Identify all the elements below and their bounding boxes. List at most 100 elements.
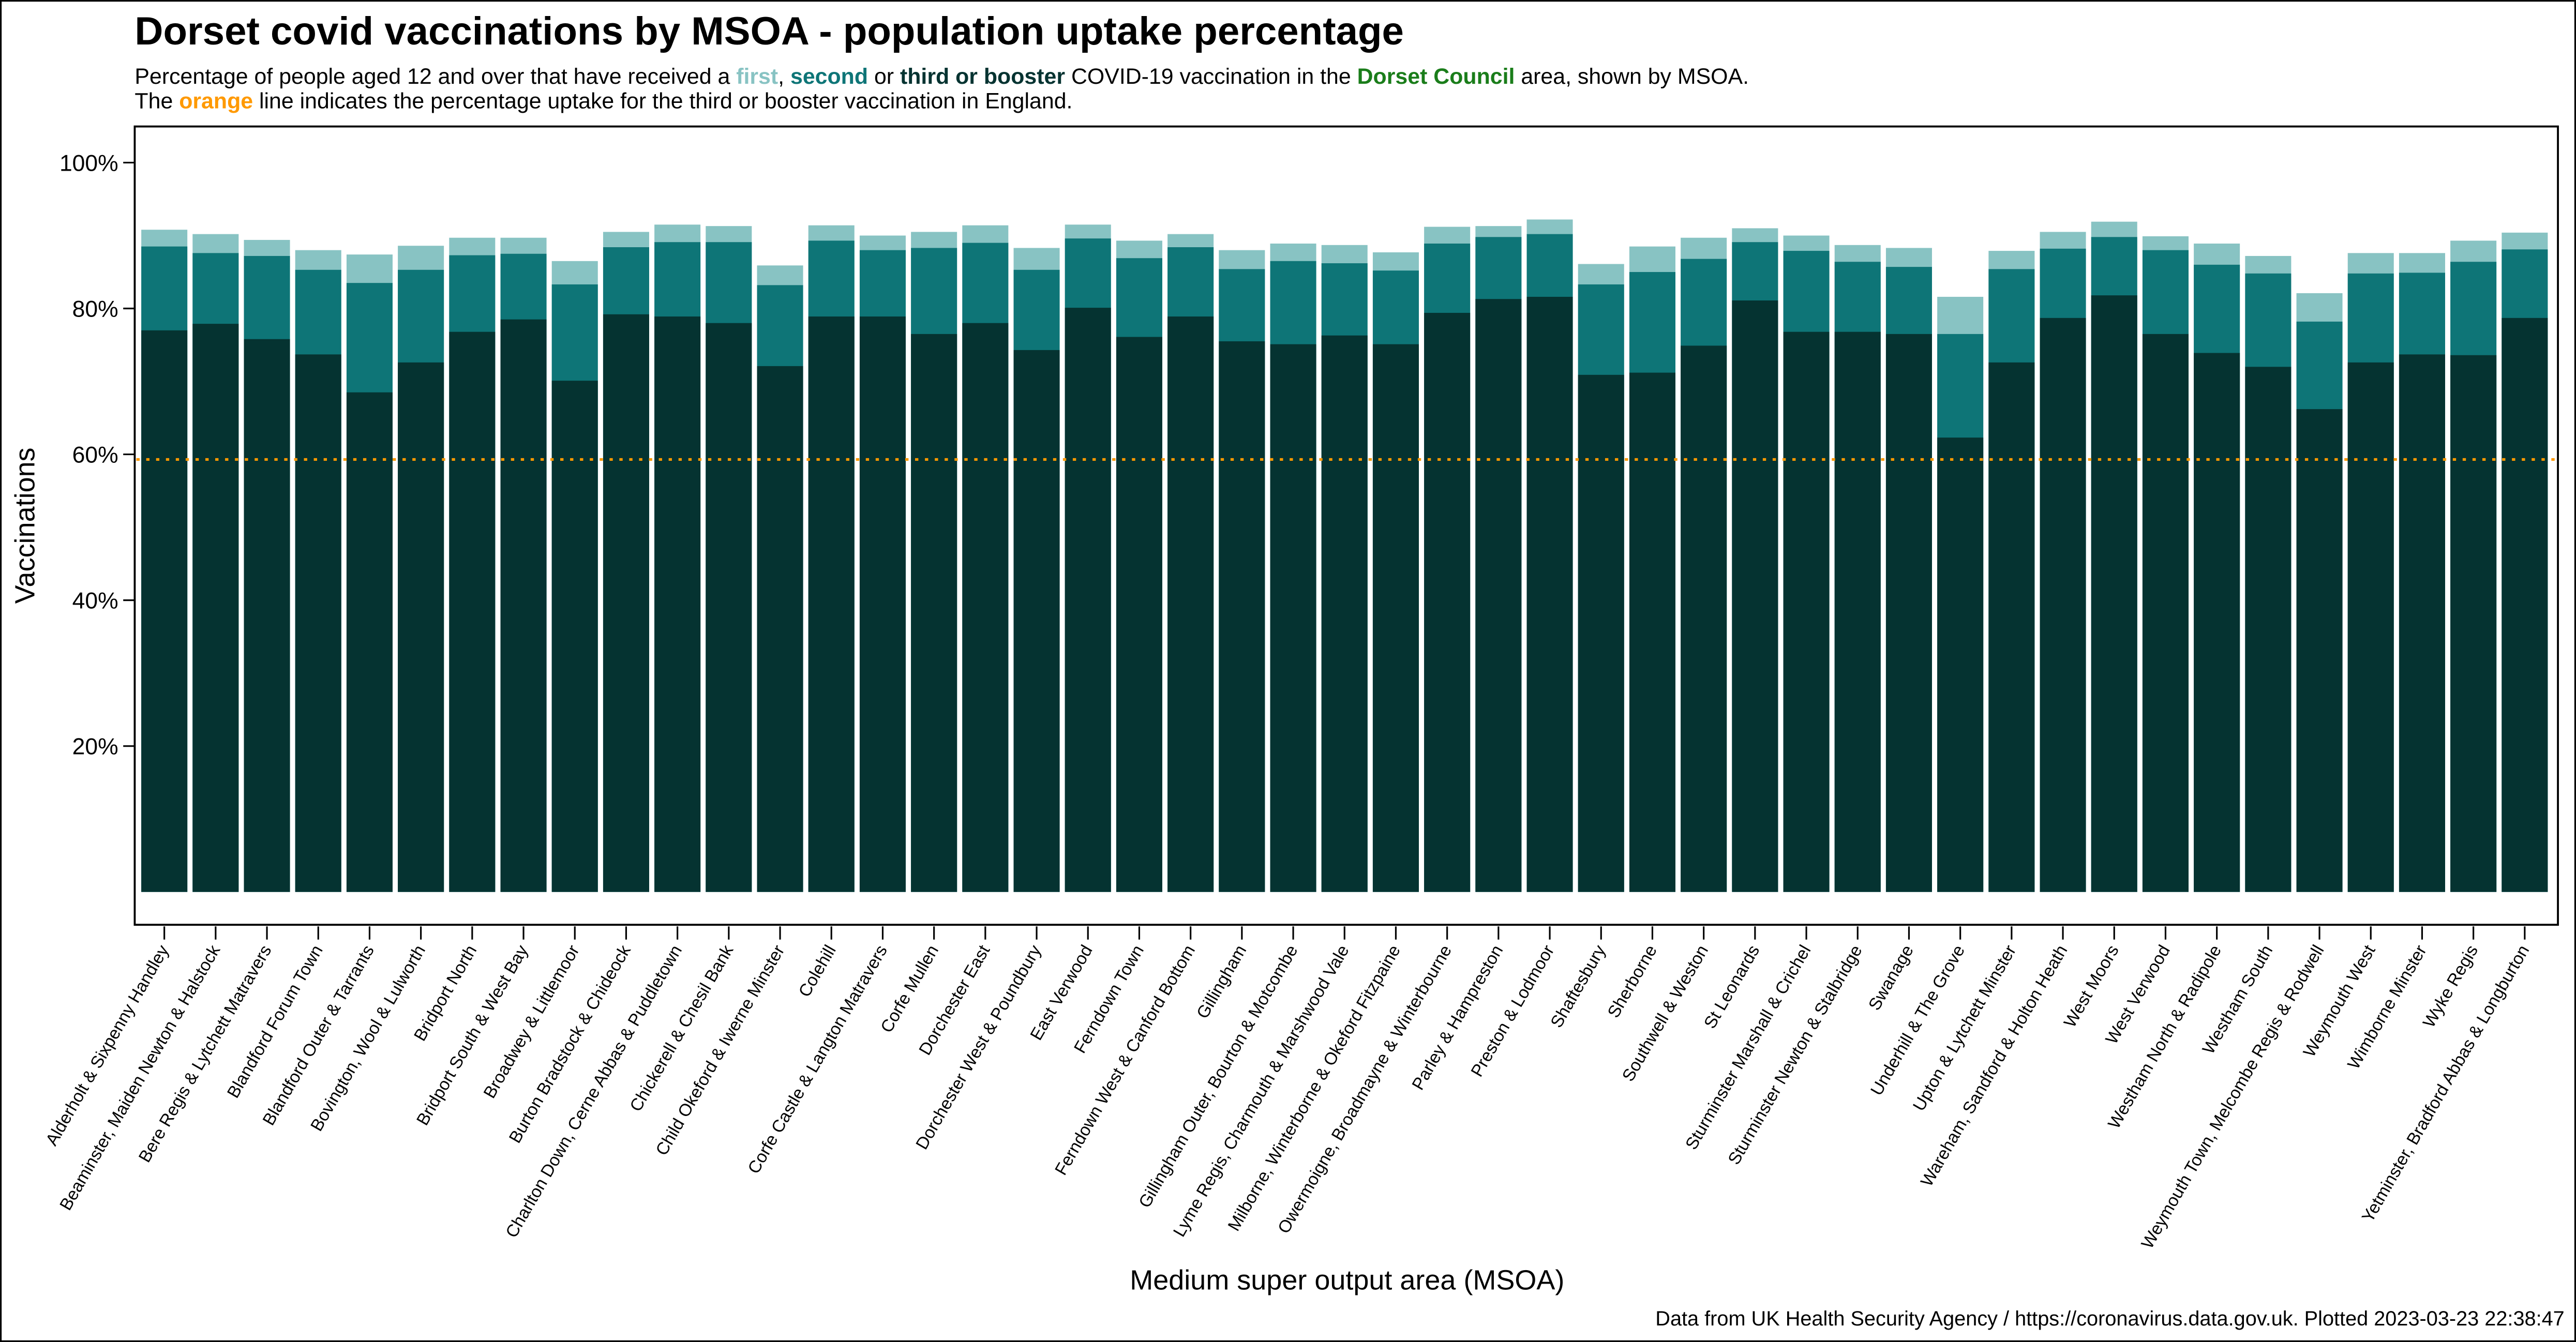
bar-third <box>2450 355 2497 892</box>
bar-group <box>449 237 496 892</box>
y-tick-label: 80% <box>72 296 118 322</box>
bar-group <box>2040 232 2086 892</box>
y-tick-label: 20% <box>72 734 118 760</box>
subtitle-text: The <box>134 89 179 114</box>
bar-third <box>1834 331 1881 892</box>
bar-third <box>2245 367 2292 892</box>
bar-third <box>706 323 752 892</box>
bar-third <box>1167 316 1214 892</box>
subtitle-text: or <box>868 64 900 89</box>
bar-group <box>603 232 649 892</box>
y-tick-label: 60% <box>72 442 118 468</box>
y-tick-label: 40% <box>72 588 118 613</box>
bar-group <box>141 230 188 892</box>
bar-third <box>1116 337 1162 892</box>
bar-group <box>1475 226 1522 892</box>
subtitle-text: COVID-19 vaccination in the <box>1065 64 1357 89</box>
bar-group <box>1219 250 1265 892</box>
x-axis-label: Medium super output area (MSOA) <box>1130 1264 1564 1295</box>
bar-third <box>1372 344 1419 892</box>
bar-third <box>1321 335 1368 892</box>
bar-group <box>346 254 393 892</box>
legend-second: second <box>790 64 868 89</box>
bar-group <box>1065 224 1111 892</box>
subtitle-text: , <box>778 64 790 89</box>
chart-subtitle-line1: Percentage of people aged 12 and over th… <box>134 64 1749 89</box>
bar-group <box>1937 296 1984 892</box>
bar-group <box>1270 243 1316 892</box>
plot-frame <box>133 125 2559 926</box>
bar-group <box>2142 236 2189 892</box>
bar-third <box>1013 350 1060 892</box>
bar-group <box>1372 252 1419 892</box>
legend-england-line: orange <box>179 89 253 114</box>
bar-third <box>551 381 598 892</box>
bar-group <box>244 239 290 892</box>
bar-group <box>1988 251 2035 892</box>
bar-third <box>2091 295 2137 892</box>
bar-group <box>1424 227 1471 892</box>
bar-third <box>449 331 496 892</box>
bar-group <box>654 224 701 892</box>
bar-third <box>1270 344 1316 892</box>
bar-group <box>1732 228 1778 892</box>
bar-group <box>1116 240 1162 892</box>
subtitle-text: line indicates the percentage uptake for… <box>253 89 1072 114</box>
y-axis-label: Vaccinations <box>10 447 41 604</box>
bar-group <box>1783 235 1830 892</box>
bar-third <box>1681 345 1727 892</box>
bar-third <box>2347 362 2394 892</box>
y-axis: 20% 40% 60% 80% 100% <box>59 150 135 760</box>
subtitle-text: area, shown by MSOA. <box>1515 64 1749 89</box>
bar-third <box>192 324 239 892</box>
bar-group <box>1167 234 1214 892</box>
bar-third <box>2040 318 2086 892</box>
data-source-footer: Data from UK Health Security Agency / ht… <box>1655 1307 2564 1330</box>
bar-third <box>346 392 393 892</box>
subtitle-text: Percentage of people aged 12 and over th… <box>134 64 736 89</box>
bar-group <box>859 235 906 892</box>
bar-third <box>1988 362 2035 892</box>
bar-third <box>1732 300 1778 892</box>
bar-third <box>2296 409 2343 892</box>
bar-third <box>2399 354 2445 892</box>
bar-group <box>1885 248 1932 892</box>
bar-third <box>757 366 803 892</box>
bar-group <box>1834 245 1881 892</box>
bar-group <box>962 225 1009 892</box>
bar-group <box>551 261 598 892</box>
bar-third <box>1937 438 1984 892</box>
legend-third: third or booster <box>900 64 1065 89</box>
bar-third <box>2142 334 2189 892</box>
bar-third <box>1526 296 1573 892</box>
bar-third <box>295 354 341 892</box>
bar-third <box>2502 318 2548 892</box>
bar-third <box>859 316 906 892</box>
bar-group <box>192 234 239 892</box>
bar-group <box>911 232 957 892</box>
bar-third <box>1783 331 1830 892</box>
bar-group <box>2245 255 2292 892</box>
bar-third <box>808 316 855 892</box>
bar-third <box>1578 374 1624 892</box>
bar-group <box>1526 219 1573 892</box>
bar-third <box>1885 334 1932 892</box>
bar-third <box>1475 299 1522 892</box>
chart-title: Dorset covid vaccinations by MSOA - popu… <box>134 9 1404 53</box>
bar-third <box>2194 353 2240 892</box>
bar-third <box>603 314 649 892</box>
bar-group <box>2347 253 2394 892</box>
bar-group <box>295 250 341 892</box>
bar-third <box>1219 341 1265 892</box>
bar-group <box>2091 221 2137 892</box>
bar-third <box>1065 308 1111 892</box>
bar-group <box>2502 232 2548 892</box>
bar-third <box>911 334 957 892</box>
bars-group <box>141 219 2548 892</box>
bar-group <box>1578 264 1624 892</box>
bar-third <box>398 362 444 892</box>
bar-third <box>654 316 701 892</box>
chart-subtitle-line2: The orange line indicates the percentage… <box>134 89 1072 114</box>
bar-group <box>500 237 547 892</box>
